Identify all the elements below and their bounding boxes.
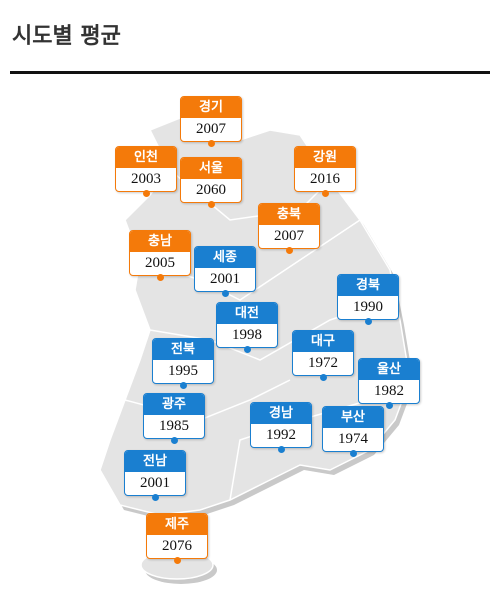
region-value: 1985: [159, 418, 189, 434]
region-value: 1998: [232, 327, 262, 343]
region-dot: [180, 382, 187, 389]
region-name: 충남: [130, 231, 190, 252]
region-label: 경남 1992: [250, 402, 312, 448]
region-dot: [152, 494, 159, 501]
region-name: 서울: [181, 158, 241, 179]
region-label: 대구 1972: [292, 330, 354, 376]
region-label: 대전 1998: [216, 302, 278, 348]
region-value: 1972: [308, 355, 338, 371]
title-rule: [10, 71, 490, 74]
region-name: 경기: [181, 97, 241, 118]
region-label: 경기 2007: [180, 96, 242, 142]
region-value: 1982: [374, 383, 404, 399]
region-label: 세종 2001: [194, 246, 256, 292]
region-dot: [322, 190, 329, 197]
region-value: 2001: [210, 271, 240, 287]
region-value: 2076: [162, 538, 192, 554]
region-name: 세종: [195, 247, 255, 268]
region-name: 경남: [251, 403, 311, 424]
region-name: 광주: [144, 394, 204, 415]
region-dot: [320, 374, 327, 381]
region-name: 전북: [153, 339, 213, 360]
region-label: 울산 1982: [358, 358, 420, 404]
region-dot: [143, 190, 150, 197]
region-value: 1995: [168, 363, 198, 379]
region-name: 부산: [323, 407, 383, 428]
region-label: 제주 2076: [146, 513, 208, 559]
region-label: 충북 2007: [258, 203, 320, 249]
region-value: 2005: [145, 255, 175, 271]
region-label: 전남 2001: [124, 450, 186, 496]
region-name: 경북: [338, 275, 398, 296]
region-name: 충북: [259, 204, 319, 225]
region-value: 2060: [196, 182, 226, 198]
region-name: 대전: [217, 303, 277, 324]
region-label: 인천 2003: [115, 146, 177, 192]
region-value: 1992: [266, 427, 296, 443]
region-name: 인천: [116, 147, 176, 168]
region-value: 1974: [338, 431, 368, 447]
region-dot: [244, 346, 251, 353]
region-dot: [208, 140, 215, 147]
region-label: 경북 1990: [337, 274, 399, 320]
region-value: 2016: [310, 171, 340, 187]
region-label: 전북 1995: [152, 338, 214, 384]
region-label: 광주 1985: [143, 393, 205, 439]
region-dot: [278, 446, 285, 453]
region-name: 대구: [293, 331, 353, 352]
region-name: 제주: [147, 514, 207, 535]
region-label: 서울 2060: [180, 157, 242, 203]
region-dot: [174, 557, 181, 564]
region-value: 2003: [131, 171, 161, 187]
region-dot: [157, 274, 164, 281]
region-name: 강원: [295, 147, 355, 168]
region-value: 2001: [140, 475, 170, 491]
region-dot: [386, 402, 393, 409]
region-dot: [222, 290, 229, 297]
region-label: 부산 1974: [322, 406, 384, 452]
page-title: 시도별 평균: [12, 24, 121, 49]
region-name: 울산: [359, 359, 419, 380]
region-dot: [350, 450, 357, 457]
region-name: 전남: [125, 451, 185, 472]
region-label: 충남 2005: [129, 230, 191, 276]
region-value: 2007: [274, 228, 304, 244]
region-dot: [365, 318, 372, 325]
region-label: 강원 2016: [294, 146, 356, 192]
region-dot: [208, 201, 215, 208]
region-value: 2007: [196, 121, 226, 137]
region-dot: [171, 437, 178, 444]
region-dot: [286, 247, 293, 254]
region-value: 1990: [353, 299, 383, 315]
